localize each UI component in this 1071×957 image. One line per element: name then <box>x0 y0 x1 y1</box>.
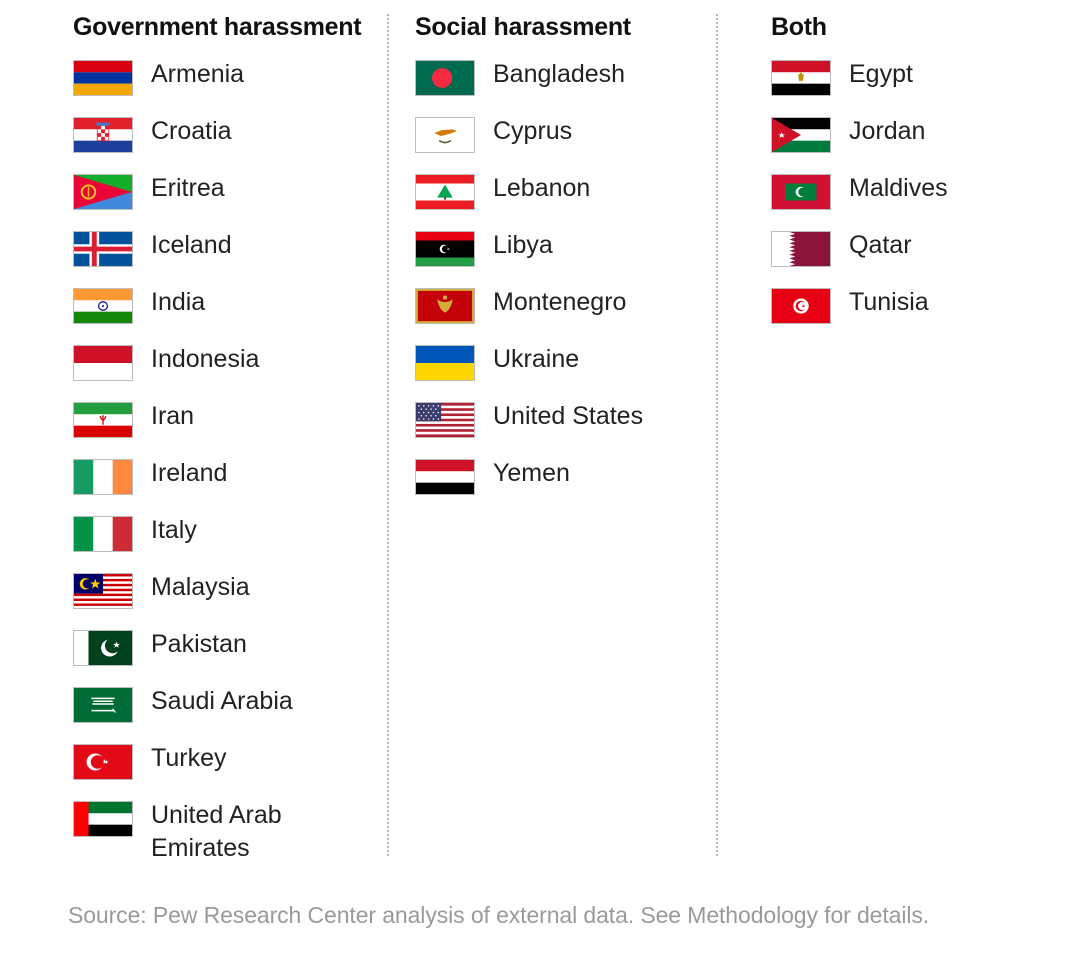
country-name: Maldives <box>849 174 948 202</box>
country-name: Tunisia <box>849 288 929 316</box>
source-note: Source: Pew Research Center analysis of … <box>68 902 930 928</box>
country-name: India <box>151 288 206 316</box>
lebanon-flag-icon <box>415 174 475 210</box>
country-name: Libya <box>493 231 553 259</box>
government-harassment-column: Government harassment Armenia Croatia Erit… <box>73 10 373 862</box>
country-name: Yemen <box>493 459 570 487</box>
country-name: Italy <box>151 516 197 544</box>
column-heading: Government harassment <box>73 13 362 41</box>
tunisia-flag-icon <box>771 288 831 324</box>
maldives-flag-icon <box>771 174 831 210</box>
country-name: Lebanon <box>493 174 591 202</box>
country-name: Armenia <box>151 60 245 88</box>
social-harassment-column: Social harassment Bangladesh Cyprus Lebano… <box>415 10 705 495</box>
turkey-flag-icon <box>73 744 133 780</box>
country-name: Bangladesh <box>493 60 626 88</box>
croatia-flag-icon <box>73 117 133 153</box>
libya-flag-icon <box>415 231 475 267</box>
iran-flag-icon <box>73 402 133 438</box>
both-harassment-column: Both Egypt Jordan Maldives Qatar Tunisia <box>771 10 1051 324</box>
pakistan-flag-icon <box>73 630 133 666</box>
column-heading: Social harassment <box>415 13 631 41</box>
armenia-flag-icon <box>73 60 133 96</box>
india-flag-icon <box>73 288 133 324</box>
montenegro-flag-icon <box>415 288 475 324</box>
country-name: Croatia <box>151 117 232 145</box>
yemen-flag-icon <box>415 459 475 495</box>
country-name: Ukraine <box>493 345 580 373</box>
iceland-flag-icon <box>73 231 133 267</box>
country-name: United Arab Emirates <box>151 801 282 862</box>
column-divider <box>387 14 389 856</box>
country-name: Ireland <box>151 459 228 487</box>
eritrea-flag-icon <box>73 174 133 210</box>
country-name: Egypt <box>849 60 913 88</box>
bangladesh-flag-icon <box>415 60 475 96</box>
saudi-arabia-flag-icon <box>73 687 133 723</box>
country-name: Turkey <box>151 744 227 772</box>
qatar-flag-icon <box>771 231 831 267</box>
country-name: Cyprus <box>493 117 573 145</box>
cyprus-flag-icon <box>415 117 475 153</box>
column-divider <box>716 14 718 856</box>
column-heading: Both <box>771 13 827 41</box>
country-name: Indonesia <box>151 345 260 373</box>
egypt-flag-icon <box>771 60 831 96</box>
country-name: Qatar <box>849 231 912 259</box>
malaysia-flag-icon <box>73 573 133 609</box>
italy-flag-icon <box>73 516 133 552</box>
united-states-flag-icon <box>415 402 475 438</box>
jordan-flag-icon <box>771 117 831 153</box>
country-name: Eritrea <box>151 174 225 202</box>
country-name: Pakistan <box>151 630 247 658</box>
country-name: Montenegro <box>493 288 627 316</box>
country-name: United States <box>493 402 644 430</box>
country-name: Iran <box>151 402 195 430</box>
ukraine-flag-icon <box>415 345 475 381</box>
country-name: Malaysia <box>151 573 250 601</box>
uae-flag-icon <box>73 801 133 837</box>
country-name: Jordan <box>849 117 926 145</box>
ireland-flag-icon <box>73 459 133 495</box>
indonesia-flag-icon <box>73 345 133 381</box>
country-name: Saudi Arabia <box>151 687 293 715</box>
country-name: Iceland <box>151 231 232 259</box>
